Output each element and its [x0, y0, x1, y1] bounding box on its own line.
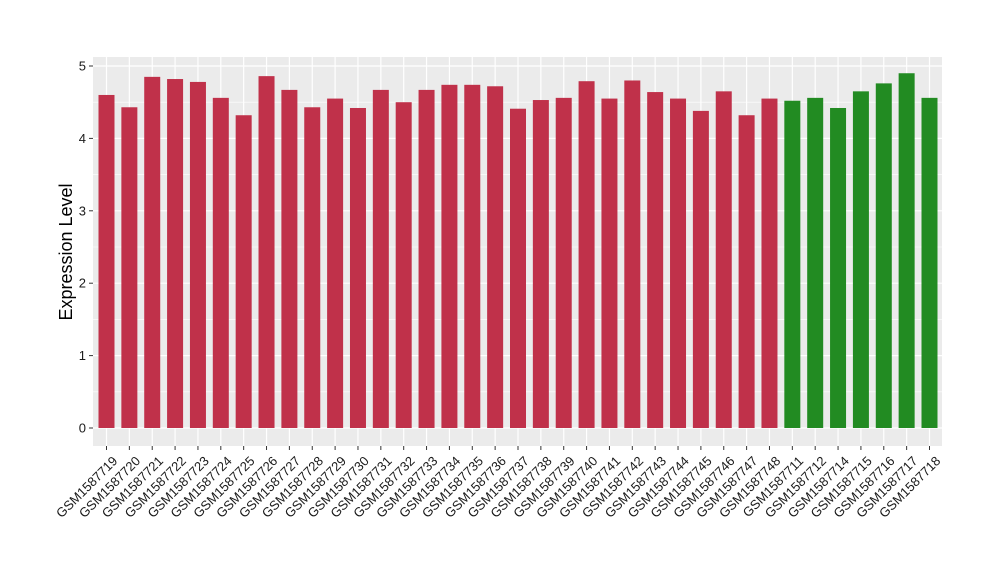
y-tick-label: 0 — [79, 421, 86, 436]
bar — [807, 97, 824, 428]
y-tick-label: 4 — [79, 131, 86, 146]
y-tick-label: 2 — [79, 276, 86, 291]
y-tick-label: 1 — [79, 348, 86, 363]
x-axis: GSM1587719GSM1587720GSM1587721GSM1587722… — [53, 446, 943, 521]
bar — [418, 89, 435, 428]
bar — [395, 102, 412, 428]
bar — [852, 91, 869, 428]
bar — [372, 89, 389, 428]
bar — [715, 91, 732, 428]
bar — [830, 107, 847, 428]
bar — [304, 107, 321, 428]
bar — [875, 83, 892, 428]
bar — [601, 98, 618, 428]
bar — [281, 89, 298, 428]
bar — [144, 76, 161, 429]
bar — [647, 92, 664, 429]
bar — [349, 107, 366, 428]
bar — [98, 94, 115, 429]
bar — [167, 79, 184, 429]
bar — [532, 100, 549, 428]
bar — [258, 76, 275, 429]
bar — [738, 115, 755, 429]
bar — [692, 110, 709, 428]
bar — [441, 84, 458, 428]
bar — [555, 97, 572, 428]
bar — [212, 97, 229, 428]
bar — [121, 107, 138, 428]
bar — [898, 73, 915, 429]
y-tick-label: 3 — [79, 203, 86, 218]
bar — [327, 98, 344, 428]
bar — [761, 98, 778, 428]
bar — [487, 86, 504, 428]
bar — [578, 81, 595, 428]
y-axis: 0 1 2 3 4 5 — [79, 59, 93, 436]
y-tick-label: 5 — [79, 59, 86, 74]
y-axis-title: Expression Level — [56, 183, 76, 320]
bars — [98, 73, 938, 429]
bar — [235, 115, 252, 429]
bar — [670, 98, 687, 428]
bar — [921, 97, 938, 428]
bar — [510, 108, 526, 428]
bar — [624, 80, 641, 428]
bar — [464, 84, 481, 428]
bar — [189, 81, 206, 428]
bar — [784, 100, 801, 428]
